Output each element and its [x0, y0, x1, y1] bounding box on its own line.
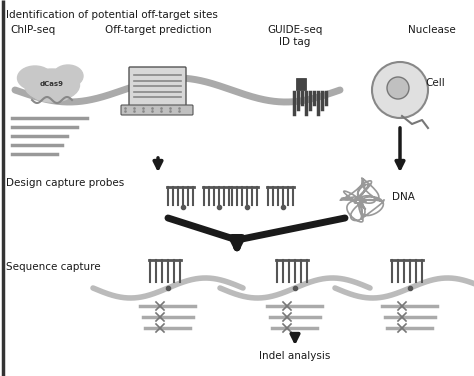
FancyBboxPatch shape — [129, 67, 186, 107]
Text: Off-target prediction: Off-target prediction — [105, 25, 211, 35]
Ellipse shape — [53, 65, 83, 87]
Text: Indel analysis: Indel analysis — [259, 351, 331, 361]
Ellipse shape — [18, 66, 53, 90]
Text: Nuclease: Nuclease — [408, 25, 456, 35]
Ellipse shape — [32, 84, 72, 102]
Text: dCas9: dCas9 — [40, 81, 64, 87]
Text: Identification of potential off-target sites: Identification of potential off-target s… — [6, 10, 218, 20]
Circle shape — [372, 62, 428, 118]
FancyBboxPatch shape — [121, 105, 193, 115]
Text: Sequence capture: Sequence capture — [6, 262, 100, 272]
Ellipse shape — [25, 69, 80, 101]
Text: Design capture probes: Design capture probes — [6, 178, 124, 188]
Text: Cell: Cell — [425, 78, 445, 88]
Text: DNA: DNA — [392, 192, 415, 202]
Text: GUIDE-seq
ID tag: GUIDE-seq ID tag — [267, 25, 323, 47]
FancyBboxPatch shape — [296, 78, 306, 90]
Text: ChIP-seq: ChIP-seq — [10, 25, 55, 35]
Circle shape — [387, 77, 409, 99]
